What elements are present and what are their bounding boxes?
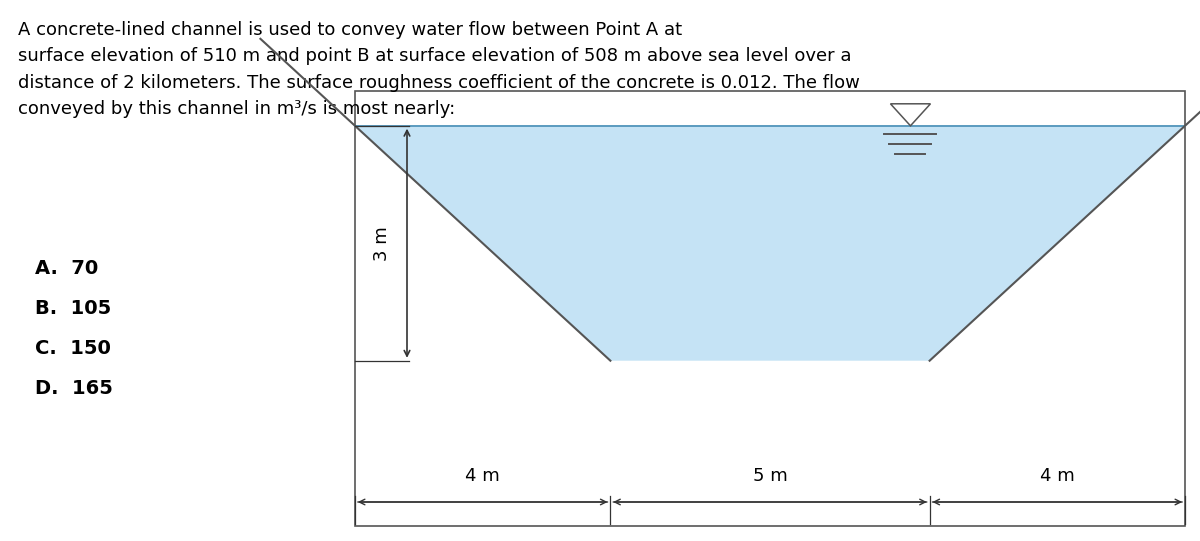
Text: D.  165: D. 165 — [35, 379, 113, 398]
Text: 4 m: 4 m — [1040, 467, 1075, 485]
Polygon shape — [890, 104, 930, 126]
Text: C.  150: C. 150 — [35, 339, 110, 358]
Text: 3 m: 3 m — [373, 226, 391, 261]
Text: B.  105: B. 105 — [35, 299, 112, 318]
Bar — [355, 91, 1186, 526]
Text: 5 m: 5 m — [752, 467, 787, 485]
Text: 4 m: 4 m — [466, 467, 500, 485]
Text: A concrete-lined channel is used to convey water flow between Point A at
surface: A concrete-lined channel is used to conv… — [18, 21, 860, 118]
Polygon shape — [355, 126, 1186, 361]
Text: A.  70: A. 70 — [35, 259, 98, 278]
